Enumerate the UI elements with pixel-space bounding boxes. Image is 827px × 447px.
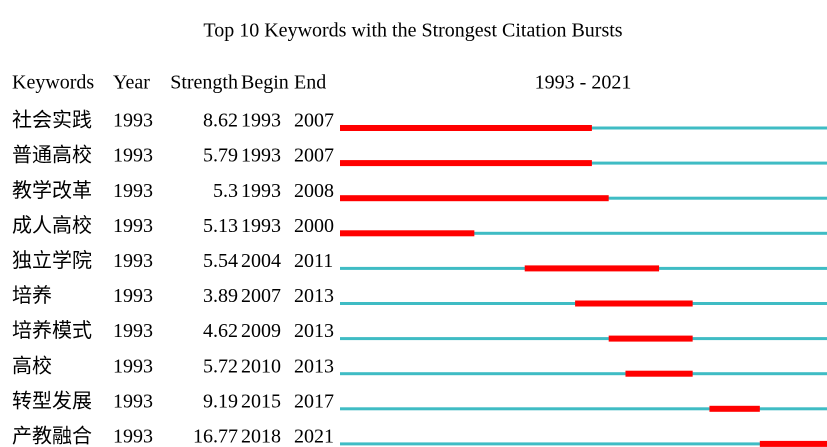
- cell-year: 1993: [113, 390, 153, 412]
- cell-year: 1993: [113, 110, 153, 132]
- column-header: Strength: [170, 72, 238, 94]
- chart-title: Top 10 Keywords with the Strongest Citat…: [203, 20, 622, 42]
- cell-begin: 2015: [241, 390, 281, 412]
- cell-strength: 3.89: [203, 285, 238, 307]
- cell-begin: 1993: [241, 180, 281, 202]
- burst-bar: [524, 265, 660, 272]
- burst-bar: [625, 370, 693, 377]
- cell-end: 2007: [294, 145, 334, 167]
- range-label: 1993 - 2021: [535, 72, 632, 94]
- burst-bar: [575, 300, 693, 307]
- cell-strength: 9.19: [203, 390, 238, 412]
- cell-year: 1993: [113, 145, 153, 167]
- cell-end: 2021: [294, 425, 334, 447]
- cell-year: 1993: [113, 425, 153, 447]
- cell-begin: 1993: [241, 145, 281, 167]
- cell-end: 2000: [294, 215, 334, 237]
- cell-year: 1993: [113, 250, 153, 272]
- burst-bar: [340, 160, 592, 167]
- cell-begin: 1993: [241, 110, 281, 132]
- cell-strength: 5.72: [203, 355, 238, 377]
- cell-begin: 2009: [241, 320, 281, 342]
- cell-keyword: 高校: [12, 354, 52, 377]
- cell-keyword: 产教融合: [12, 424, 92, 447]
- cell-strength: 5.79: [203, 145, 238, 167]
- cell-end: 2011: [294, 250, 333, 272]
- cell-keyword: 社会实践: [12, 109, 92, 132]
- burst-bar: [340, 230, 475, 237]
- cell-begin: 1993: [241, 215, 281, 237]
- cell-year: 1993: [113, 285, 153, 307]
- cell-end: 2013: [294, 285, 334, 307]
- cell-year: 1993: [113, 355, 153, 377]
- burst-bar: [709, 405, 760, 412]
- cell-end: 2008: [294, 180, 334, 202]
- cell-strength: 4.62: [203, 320, 238, 342]
- column-header: Begin: [241, 72, 289, 94]
- timeline: [340, 372, 827, 376]
- cell-begin: 2010: [241, 355, 281, 377]
- cell-strength: 5.3: [213, 180, 238, 202]
- cell-keyword: 转型发展: [12, 389, 92, 412]
- cell-keyword: 培养模式: [12, 319, 92, 342]
- cell-year: 1993: [113, 180, 153, 202]
- burst-bar: [608, 335, 693, 342]
- cell-strength: 8.62: [203, 110, 238, 132]
- cell-keyword: 培养: [12, 284, 52, 307]
- cell-begin: 2018: [241, 425, 281, 447]
- cell-begin: 2007: [241, 285, 281, 307]
- cell-strength: 5.54: [203, 250, 238, 272]
- cell-keyword: 独立学院: [12, 249, 92, 272]
- cell-strength: 5.13: [203, 215, 238, 237]
- cell-keyword: 普通高校: [12, 144, 92, 167]
- column-header: End: [294, 72, 326, 94]
- column-header: Year: [113, 72, 150, 94]
- cell-year: 1993: [113, 320, 153, 342]
- cell-end: 2017: [294, 390, 334, 412]
- timeline: [340, 407, 827, 411]
- cell-keyword: 教学改革: [12, 179, 92, 202]
- cell-end: 2013: [294, 355, 334, 377]
- column-header: Keywords: [12, 72, 94, 94]
- timeline: [340, 442, 827, 446]
- cell-end: 2007: [294, 110, 334, 132]
- cell-begin: 2004: [241, 250, 281, 272]
- cell-end: 2013: [294, 320, 334, 342]
- burst-bar: [759, 440, 827, 447]
- cell-keyword: 成人高校: [12, 214, 92, 237]
- burst-bar: [340, 195, 609, 202]
- timeline: [340, 337, 827, 341]
- cell-strength: 16.77: [193, 425, 238, 447]
- cell-year: 1993: [113, 215, 153, 237]
- burst-bar: [340, 125, 592, 131]
- timeline: [340, 231, 827, 235]
